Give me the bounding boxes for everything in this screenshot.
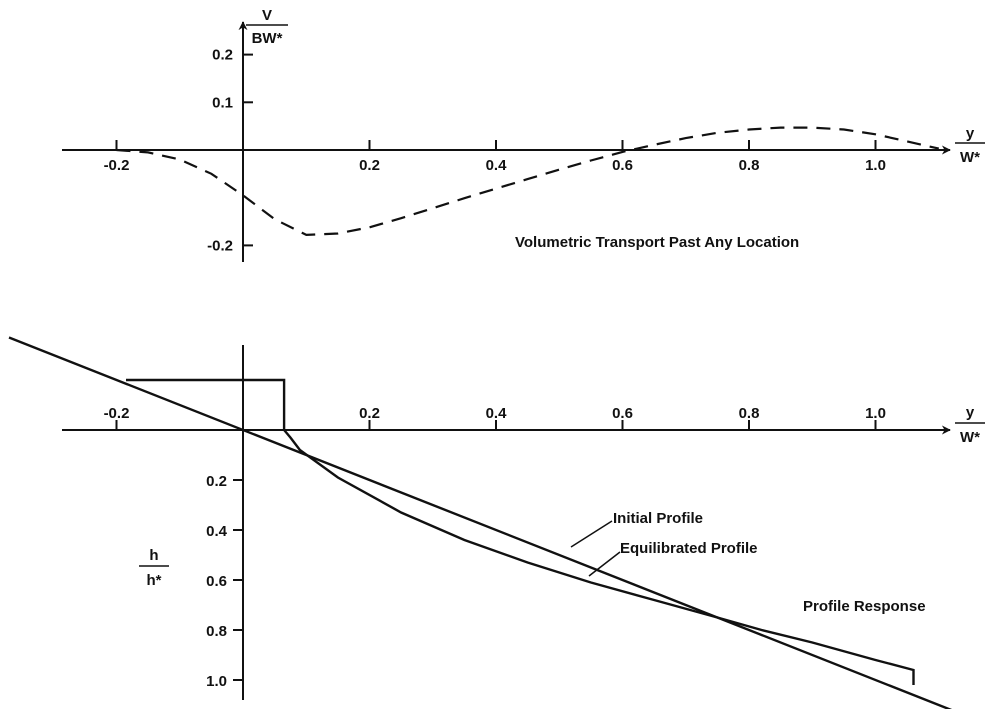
profile-xlabel-den: W*	[960, 429, 980, 446]
profile-x-tick-label: 0.8	[739, 405, 760, 422]
transport-x-tick-label: 0.2	[359, 157, 380, 174]
initial-profile-line	[8, 336, 953, 709]
transport-xlabel-den: W*	[960, 149, 980, 166]
transport-y-tick-label: 0.1	[212, 94, 233, 111]
profile-y-tick-label: 0.6	[206, 573, 227, 590]
transport-x-tick-label: 0.4	[486, 157, 508, 174]
profile-title: Profile Response	[803, 598, 926, 615]
transport-ylabel-den: BW*	[252, 30, 283, 47]
transport-x-tick-label: 0.8	[739, 157, 760, 174]
profile-x-tick-label: 0.4	[486, 405, 508, 422]
profile-ylabel-den: h*	[147, 572, 162, 589]
transport-title: Volumetric Transport Past Any Location	[515, 234, 799, 251]
transport-y-tick-label: 0.2	[212, 47, 233, 64]
equilibrated-profile-label: Equilibrated Profile	[620, 540, 758, 557]
transport-x-tick-label: 0.6	[612, 157, 633, 174]
initial-profile-leader	[570, 520, 613, 548]
profile-y-tick-label: 0.8	[206, 623, 227, 640]
transport-dashed-curve	[116, 126, 940, 237]
transport-xlabel-num: y	[966, 125, 975, 142]
profile-ylabel-num: h	[149, 547, 158, 564]
profile-x-tick-label: 0.2	[359, 405, 380, 422]
transport-x-ticks: -0.2 0.2 0.4 0.6 0.8 1.0	[104, 140, 886, 174]
profile-y-tick-label: 1.0	[206, 673, 227, 690]
transport-y-ticks: 0.2 0.1 -0.2	[207, 47, 253, 254]
profile-y-ticks: 0.2 0.4 0.6 0.8 1.0	[206, 473, 243, 690]
profile-chart: -0.2 0.2 0.4 0.6 0.8 1.0 0.2 0.4 0.6 0.8 1.0 h h*…	[8, 336, 985, 709]
profile-xlabel-num: y	[966, 404, 975, 421]
initial-profile-label: Initial Profile	[613, 510, 703, 527]
equilibrated-profile-curve	[126, 378, 915, 685]
profile-x-tick-label: 1.0	[865, 405, 886, 422]
equilibrated-profile-leader	[588, 551, 621, 577]
transport-ylabel-num: V	[262, 7, 272, 24]
transport-y-tick-label: -0.2	[207, 237, 233, 254]
transport-x-tick-label: 1.0	[865, 157, 886, 174]
profile-x-ticks: -0.2 0.2 0.4 0.6 0.8 1.0	[104, 405, 886, 430]
profile-x-tick-label: 0.6	[612, 405, 633, 422]
transport-x-tick-label: -0.2	[104, 157, 130, 174]
profile-y-tick-label: 0.4	[206, 523, 228, 540]
profile-y-tick-label: 0.2	[206, 473, 227, 490]
transport-chart: -0.2 0.2 0.4 0.6 0.8 1.0 0.2 0.1 -0.2 V BW* y W…	[62, 7, 985, 262]
profile-x-tick-label: -0.2	[104, 405, 130, 422]
